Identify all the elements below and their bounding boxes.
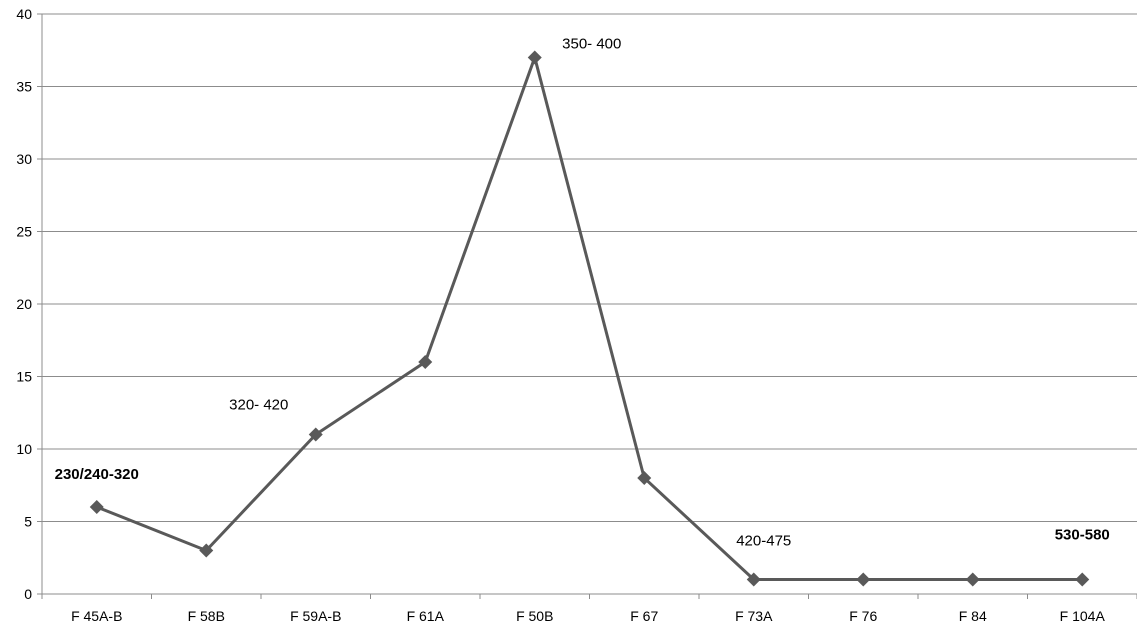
x-tick-label: F 84 <box>959 608 987 624</box>
annotation-label: 350- 400 <box>562 36 621 53</box>
annotations: 230/240-320 320- 420 350- 400 420-475 530-58… <box>55 36 1110 550</box>
x-tick-label: F 58B <box>188 608 225 624</box>
data-point-marker <box>746 572 761 587</box>
x-tick-label: F 50B <box>516 608 553 624</box>
x-tick-label: F 104A <box>1060 608 1106 624</box>
y-tick-label: 15 <box>16 369 32 385</box>
data-point-marker <box>527 50 542 65</box>
y-tick-label: 0 <box>24 586 32 602</box>
data-point-marker <box>199 543 214 558</box>
axes <box>37 13 1137 599</box>
y-tick-label: 20 <box>16 296 32 312</box>
x-tick-labels: F 45A-B F 58B F 59A-B F 61A F 50B F 67 F 73A F … <box>71 608 1105 624</box>
y-tick-label: 40 <box>16 6 32 22</box>
y-tick-label: 5 <box>24 514 32 530</box>
y-tick-labels: 0 5 10 15 20 25 30 35 40 <box>16 6 32 602</box>
x-tick-label: F 76 <box>849 608 877 624</box>
data-point-marker <box>637 471 652 485</box>
x-tick-label: F 59A-B <box>290 608 341 624</box>
series-line-group <box>96 52 1083 581</box>
data-point-marker <box>856 572 871 587</box>
data-point-marker <box>308 427 323 442</box>
x-tick-label: F 73A <box>735 608 773 624</box>
data-point-marker <box>89 500 104 514</box>
data-point-marker <box>965 572 980 587</box>
x-tick-label: F 67 <box>630 608 658 624</box>
y-tick-label: 30 <box>16 151 32 167</box>
y-tick-label: 35 <box>16 79 32 95</box>
y-tick-label: 25 <box>16 224 32 240</box>
annotation-label: 320- 420 <box>229 397 288 414</box>
data-point-marker <box>418 355 433 369</box>
annotation-label: 420-475 <box>736 533 791 550</box>
series-line <box>96 52 1083 581</box>
data-point-marker <box>1075 572 1090 587</box>
gridlines <box>42 13 1137 522</box>
annotation-label: 230/240-320 <box>55 466 139 483</box>
x-tick-label: F 61A <box>407 608 445 624</box>
data-point-markers <box>89 50 1090 587</box>
y-tick-label: 10 <box>16 441 32 457</box>
x-tick-label: F 45A-B <box>71 608 122 624</box>
annotation-label: 530-580 <box>1055 527 1110 544</box>
